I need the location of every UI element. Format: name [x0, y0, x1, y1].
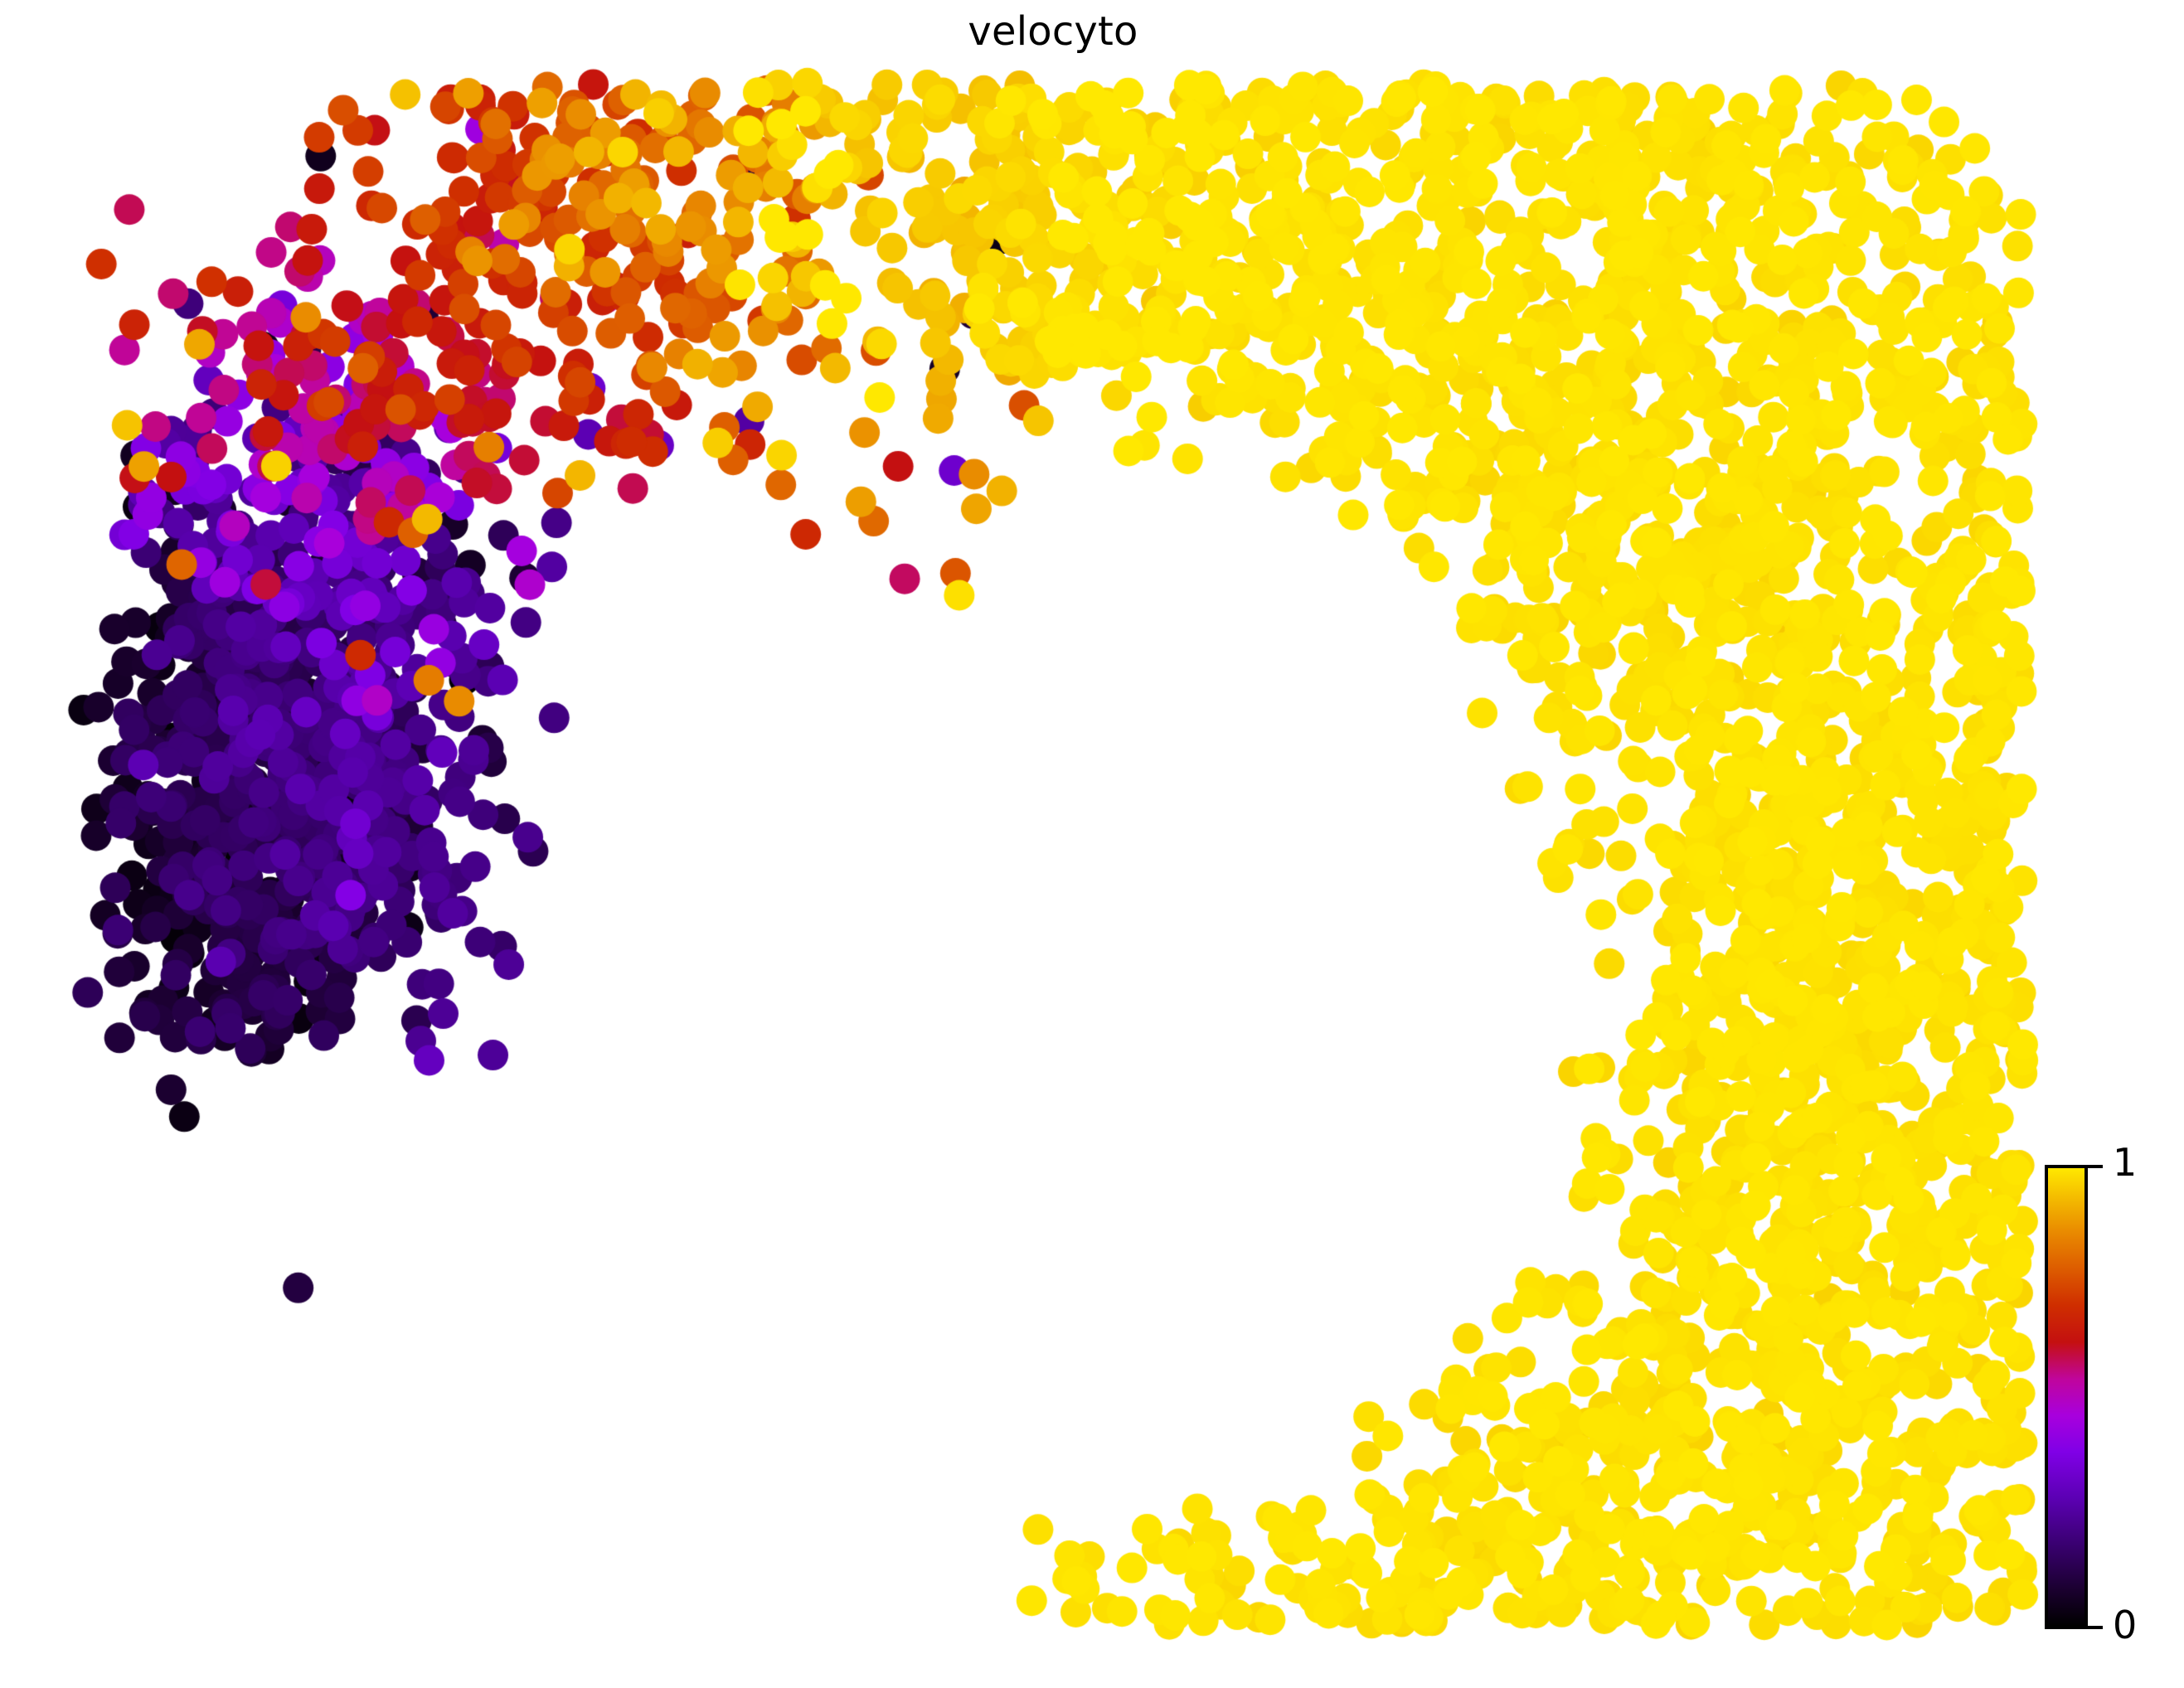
colorbar-frame [2045, 1165, 2088, 1629]
colorbar-label-min: 0 [2113, 1603, 2138, 1647]
colorbar: 1 0 [2045, 1143, 2177, 1644]
colorbar-gradient [2048, 1168, 2085, 1626]
colorbar-label-max: 1 [2113, 1140, 2138, 1185]
colorbar-tick-min [2088, 1626, 2103, 1629]
colorbar-tick-max [2088, 1165, 2103, 1168]
